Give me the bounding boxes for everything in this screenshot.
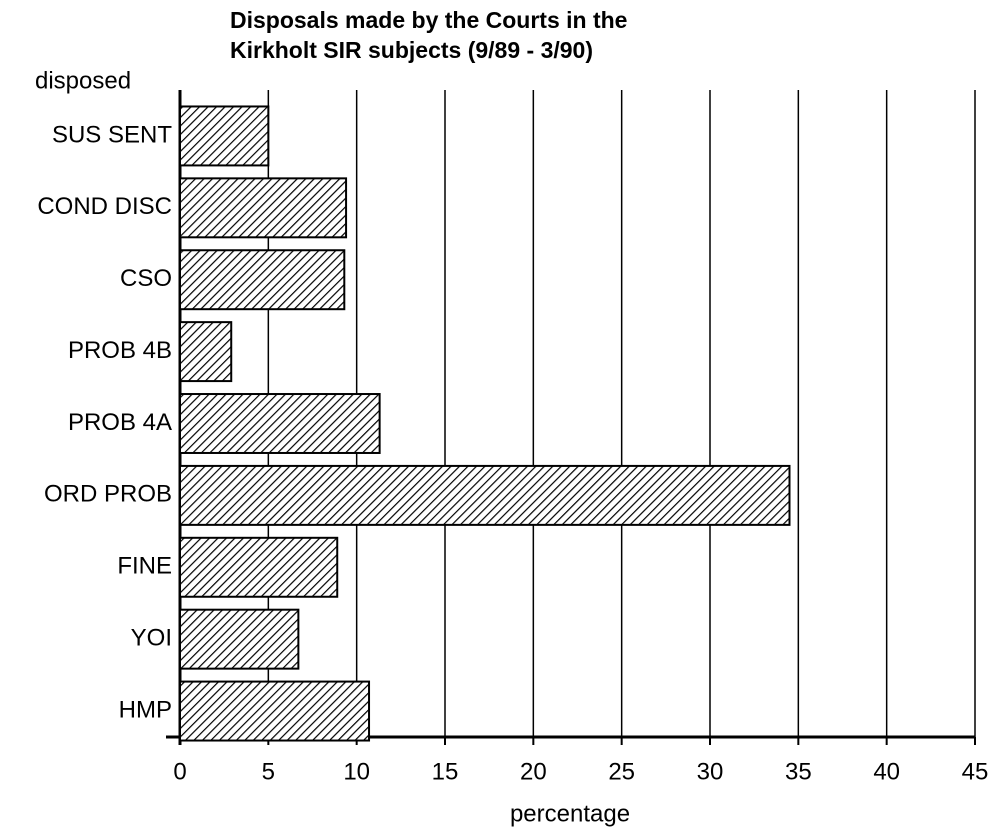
y-tick-label: CSO xyxy=(120,265,172,292)
x-tick-label: 15 xyxy=(432,758,459,785)
y-tick-label: ORD PROB xyxy=(44,481,172,508)
bar xyxy=(179,536,339,598)
bar xyxy=(179,249,346,311)
y-tick-label: COND DISC xyxy=(37,193,172,220)
y-tick-label: PROB 4A xyxy=(68,409,172,436)
y-tick-label: PROB 4B xyxy=(68,337,172,364)
y-axis-label: disposed xyxy=(35,67,131,94)
y-tick-label: SUS SENT xyxy=(52,121,172,148)
bar xyxy=(179,105,270,167)
x-tick-label: 30 xyxy=(697,758,724,785)
chart-title: Disposals made by the Courts in the xyxy=(230,7,627,33)
x-tick-label: 25 xyxy=(608,758,635,785)
x-axis-label: percentage xyxy=(510,800,630,827)
bar xyxy=(179,321,233,383)
bar xyxy=(179,464,791,526)
x-tick-label: 0 xyxy=(173,758,186,785)
x-tick-label: 35 xyxy=(785,758,812,785)
y-tick-label: HMP xyxy=(119,696,172,723)
y-tick-label: YOI xyxy=(131,625,172,652)
x-tick-label: 5 xyxy=(262,758,275,785)
y-tick-label: FINE xyxy=(117,553,172,580)
bar xyxy=(179,177,348,239)
bar xyxy=(179,680,371,742)
bar xyxy=(179,608,300,670)
bar xyxy=(179,393,381,454)
x-tick-label: 10 xyxy=(343,758,370,785)
x-tick-label: 20 xyxy=(520,758,547,785)
x-tick-label: 45 xyxy=(962,758,989,785)
chart-title: Kirkholt SIR subjects (9/89 - 3/90) xyxy=(230,37,593,63)
x-tick-label: 40 xyxy=(873,758,900,785)
